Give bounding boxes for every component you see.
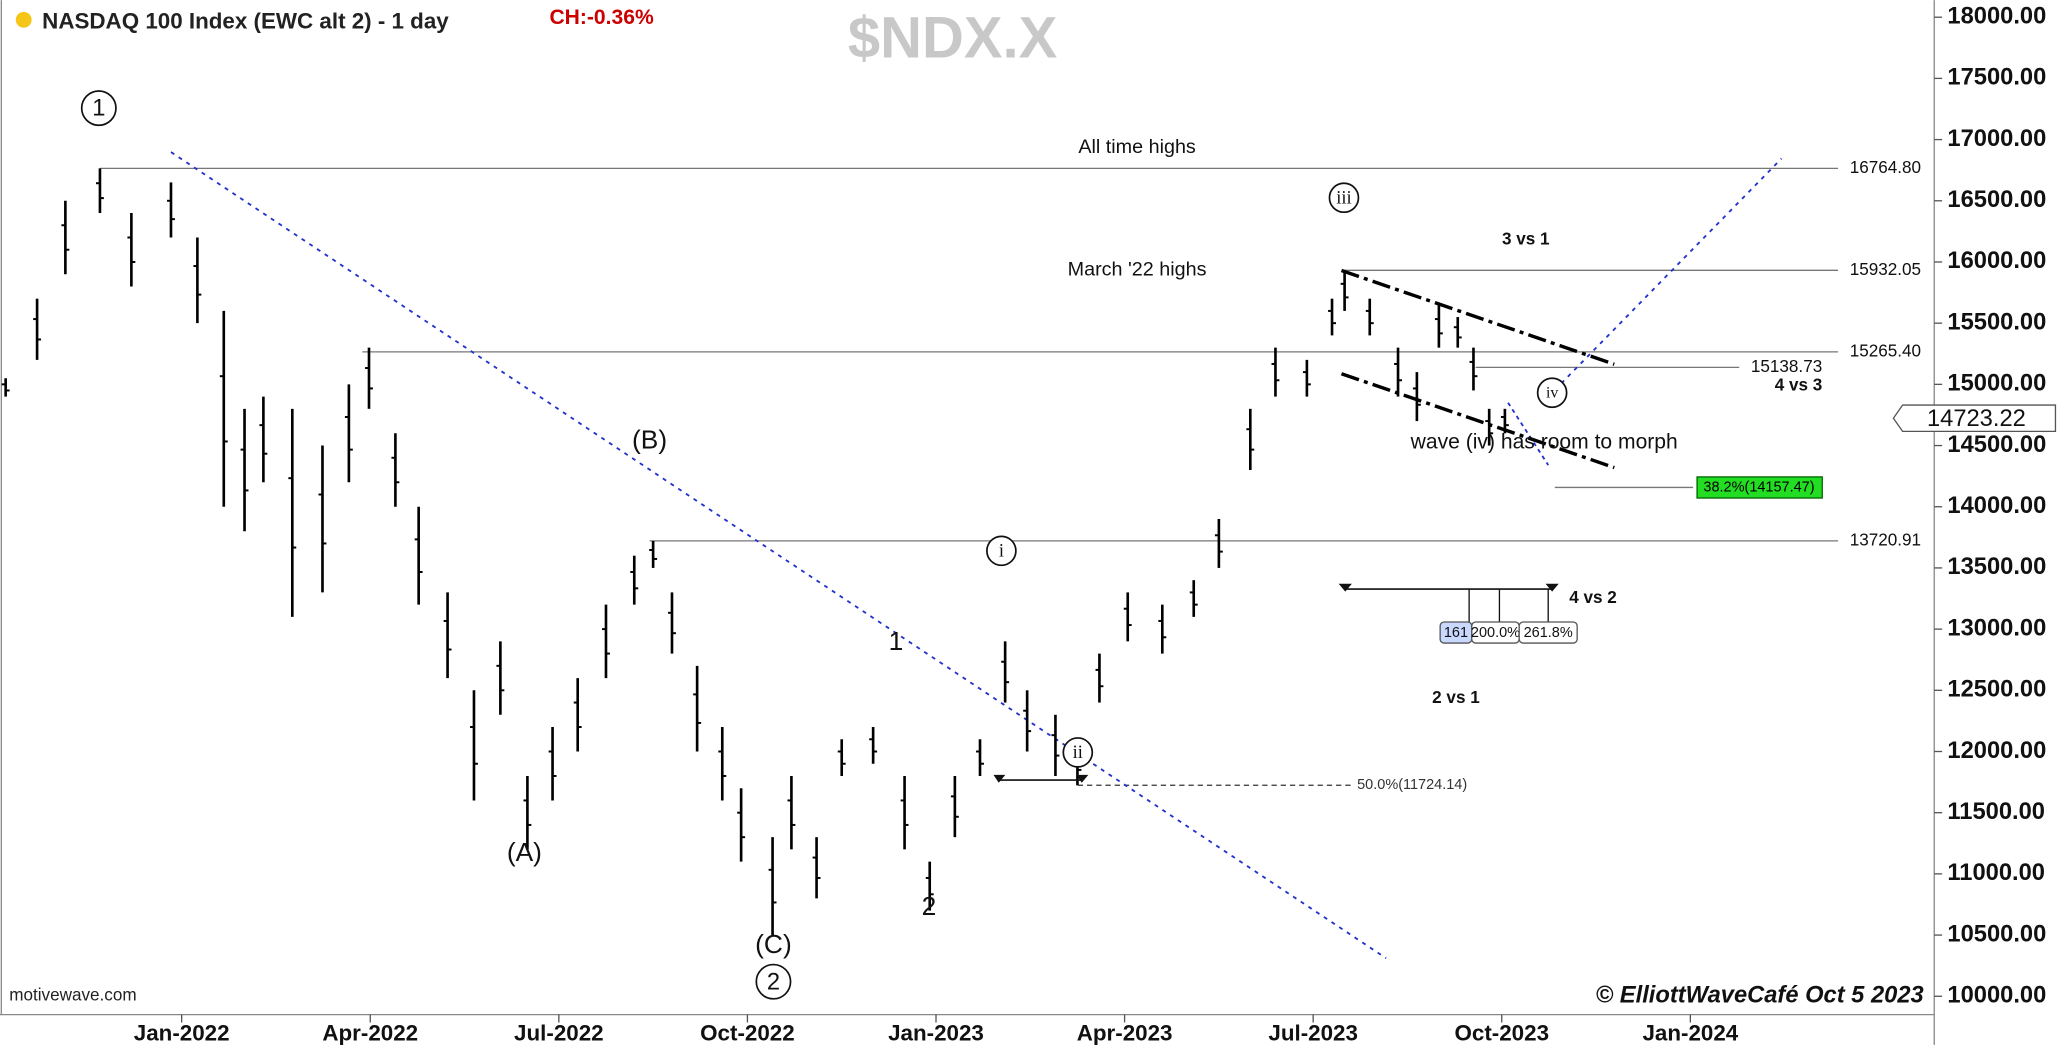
- y-tick-label: 17000.00: [1947, 126, 2046, 152]
- level-label-box: [1696, 476, 1823, 499]
- x-tick-label: Jul-2023: [1268, 1020, 1358, 1045]
- status-dot: [15, 11, 32, 28]
- x-tick-label: Jan-2024: [1642, 1020, 1738, 1045]
- copyright: © ElliottWaveCafé Oct 5 2023: [1596, 982, 1924, 1008]
- x-tick-label: Apr-2022: [322, 1020, 418, 1045]
- wave-label: i: [999, 540, 1004, 560]
- wave-label: (C): [755, 929, 792, 959]
- fib-label: 261.8%: [1524, 625, 1573, 641]
- wave-label: (B): [632, 424, 667, 454]
- last-price-label: 14723.22: [1927, 406, 2026, 432]
- y-tick-label: 15500.00: [1947, 309, 2046, 335]
- level-label: 15932.05: [1850, 260, 1921, 279]
- chart-title: NASDAQ 100 Index (EWC alt 2) - 1 day: [42, 8, 449, 33]
- wave-circle: [1062, 737, 1094, 768]
- x-tick-label: Jan-2022: [134, 1020, 230, 1045]
- y-tick-label: 13500.00: [1947, 554, 2046, 580]
- y-tick-label: 12500.00: [1947, 677, 2046, 703]
- source: motivewave.com: [9, 986, 136, 1005]
- trendline: [1340, 268, 1615, 366]
- watermark: $NDX.X: [848, 7, 1058, 71]
- fib-label: 161: [1444, 625, 1468, 641]
- fib-label: 200.0%: [1471, 625, 1520, 641]
- annotation: 3 vs 1: [1502, 229, 1550, 248]
- y-tick-label: 15000.00: [1947, 371, 2046, 397]
- wave-circle: [80, 90, 117, 127]
- trendline: [1541, 157, 1783, 404]
- wave-label: iii: [1336, 187, 1351, 207]
- level-label: 38.2%(14157.47): [1703, 479, 1814, 495]
- wave-circle: [986, 535, 1017, 567]
- trendline: [1340, 372, 1615, 470]
- wave-label: iv: [1546, 385, 1558, 402]
- bracket-marker: [993, 774, 1089, 783]
- wave-label: 1: [92, 96, 105, 122]
- annotation: wave (iv) has room to morph: [1410, 430, 1678, 453]
- wave-label: (A): [507, 837, 542, 867]
- x-tick-label: Oct-2022: [700, 1020, 795, 1045]
- wave-circle: [1536, 377, 1568, 409]
- trendline: [170, 151, 1387, 959]
- level-label: 13720.91: [1850, 530, 1921, 549]
- wave-label: 1: [889, 626, 904, 656]
- change-label: CH:-0.36%: [549, 6, 654, 29]
- last-price-box: [1892, 404, 2057, 433]
- y-tick-label: 13000.00: [1947, 615, 2046, 641]
- x-tick-label: Apr-2023: [1077, 1020, 1173, 1045]
- wave-circle: [755, 963, 792, 1000]
- annotation: All time highs: [1078, 136, 1196, 158]
- wave-circle: [1328, 182, 1360, 214]
- x-tick-label: Jul-2022: [514, 1020, 604, 1045]
- level-label: 16764.80: [1850, 158, 1921, 177]
- level-label: 15265.40: [1850, 341, 1921, 360]
- y-tick-label: 14500.00: [1947, 432, 2046, 458]
- wave-label: ii: [1073, 742, 1083, 762]
- annotation: 4 vs 3: [1775, 376, 1823, 395]
- annotation: 2 vs 1: [1432, 688, 1480, 707]
- y-tick-label: 17500.00: [1947, 65, 2046, 91]
- annotation: March '22 highs: [1068, 258, 1207, 280]
- y-tick-label: 14000.00: [1947, 493, 2046, 519]
- fib-box: [1518, 621, 1578, 644]
- y-tick-label: 16500.00: [1947, 187, 2046, 213]
- wave-label: 2: [767, 969, 780, 995]
- level-label: 50.0%(11724.14): [1357, 777, 1467, 793]
- y-tick-label: 10500.00: [1947, 921, 2046, 947]
- y-tick-label: 10000.00: [1947, 983, 2046, 1009]
- wave-label: 2: [922, 891, 937, 921]
- y-tick-label: 16000.00: [1947, 248, 2046, 274]
- y-tick-label: 11500.00: [1947, 799, 2045, 825]
- y-tick-label: 11000.00: [1947, 860, 2045, 886]
- annotation: 4 vs 2: [1569, 588, 1617, 607]
- y-tick-label: 18000.00: [1947, 3, 2046, 29]
- x-tick-label: Jan-2023: [888, 1020, 984, 1045]
- y-tick-label: 12000.00: [1947, 738, 2046, 764]
- level-label: 15138.73: [1751, 357, 1822, 376]
- x-tick-label: Oct-2023: [1454, 1020, 1549, 1045]
